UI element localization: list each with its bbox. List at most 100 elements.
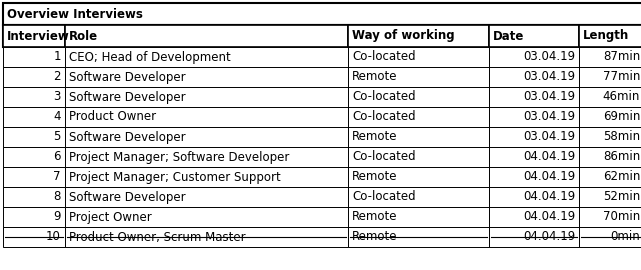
Text: 03.04.19: 03.04.19: [523, 110, 575, 123]
Bar: [3, 3, 641, 25]
Text: 1: 1: [53, 50, 61, 63]
Bar: [579, 107, 641, 127]
Text: 04.04.19: 04.04.19: [523, 211, 575, 224]
Text: 86min: 86min: [603, 150, 640, 164]
Bar: [65, 227, 348, 247]
Bar: [3, 47, 65, 67]
Bar: [579, 87, 641, 107]
Bar: [489, 187, 579, 207]
Bar: [3, 25, 641, 47]
Bar: [3, 167, 65, 187]
Text: 03.04.19: 03.04.19: [523, 50, 575, 63]
Text: Software Developer: Software Developer: [69, 90, 186, 103]
Text: Co-located: Co-located: [352, 110, 415, 123]
Bar: [489, 25, 579, 47]
Text: 10: 10: [46, 231, 61, 244]
Text: Way of working: Way of working: [352, 29, 454, 42]
Bar: [348, 207, 489, 227]
Text: 03.04.19: 03.04.19: [523, 70, 575, 83]
Bar: [348, 187, 489, 207]
Text: 04.04.19: 04.04.19: [523, 150, 575, 164]
Bar: [489, 207, 579, 227]
Text: 77min: 77min: [603, 70, 640, 83]
Bar: [348, 167, 489, 187]
Text: Remote: Remote: [352, 130, 397, 143]
Bar: [348, 67, 489, 87]
Bar: [579, 127, 641, 147]
Text: 03.04.19: 03.04.19: [523, 130, 575, 143]
Text: Project Owner: Project Owner: [69, 211, 152, 224]
Bar: [489, 127, 579, 147]
Text: Remote: Remote: [352, 211, 397, 224]
Bar: [65, 87, 348, 107]
Bar: [579, 147, 641, 167]
Text: 69min: 69min: [603, 110, 640, 123]
Text: Co-located: Co-located: [352, 90, 415, 103]
Text: Software Developer: Software Developer: [69, 70, 186, 83]
Bar: [348, 25, 489, 47]
Text: 52min: 52min: [603, 191, 640, 204]
Bar: [348, 87, 489, 107]
Bar: [65, 107, 348, 127]
Bar: [489, 67, 579, 87]
Text: 04.04.19: 04.04.19: [523, 191, 575, 204]
Bar: [489, 47, 579, 67]
Text: 3: 3: [54, 90, 61, 103]
Bar: [348, 147, 489, 167]
Bar: [579, 67, 641, 87]
Text: 62min: 62min: [603, 170, 640, 184]
Bar: [65, 47, 348, 67]
Text: 0min: 0min: [610, 231, 640, 244]
Text: 8: 8: [54, 191, 61, 204]
Text: Project Manager; Software Developer: Project Manager; Software Developer: [69, 150, 289, 164]
Text: Co-located: Co-located: [352, 150, 415, 164]
Text: Interview: Interview: [7, 29, 70, 42]
Text: Software Developer: Software Developer: [69, 191, 186, 204]
Text: 87min: 87min: [603, 50, 640, 63]
Text: Software Developer: Software Developer: [69, 130, 186, 143]
Bar: [348, 227, 489, 247]
Bar: [579, 227, 641, 247]
Bar: [3, 227, 65, 247]
Bar: [579, 47, 641, 67]
Bar: [65, 207, 348, 227]
Text: Remote: Remote: [352, 170, 397, 184]
Text: Product Owner, Scrum Master: Product Owner, Scrum Master: [69, 231, 246, 244]
Bar: [65, 25, 348, 47]
Text: Co-located: Co-located: [352, 191, 415, 204]
Bar: [348, 127, 489, 147]
Bar: [3, 207, 65, 227]
Text: 4: 4: [53, 110, 61, 123]
Text: Remote: Remote: [352, 70, 397, 83]
Text: 46min: 46min: [603, 90, 640, 103]
Bar: [65, 67, 348, 87]
Bar: [3, 87, 65, 107]
Bar: [489, 227, 579, 247]
Text: 04.04.19: 04.04.19: [523, 231, 575, 244]
Bar: [3, 67, 65, 87]
Bar: [3, 127, 65, 147]
Bar: [65, 127, 348, 147]
Text: Co-located: Co-located: [352, 50, 415, 63]
Text: Date: Date: [493, 29, 524, 42]
Text: Remote: Remote: [352, 231, 397, 244]
Bar: [3, 147, 65, 167]
Bar: [489, 147, 579, 167]
Bar: [489, 87, 579, 107]
Bar: [489, 107, 579, 127]
Bar: [579, 187, 641, 207]
Text: 2: 2: [53, 70, 61, 83]
Text: 58min: 58min: [603, 130, 640, 143]
Bar: [65, 147, 348, 167]
Text: CEO; Head of Development: CEO; Head of Development: [69, 50, 231, 63]
Bar: [348, 47, 489, 67]
Bar: [3, 187, 65, 207]
Text: 6: 6: [53, 150, 61, 164]
Text: Role: Role: [69, 29, 98, 42]
Text: Length: Length: [583, 29, 629, 42]
Text: Project Manager; Customer Support: Project Manager; Customer Support: [69, 170, 281, 184]
Bar: [3, 107, 65, 127]
Text: 04.04.19: 04.04.19: [523, 170, 575, 184]
Bar: [579, 25, 641, 47]
Text: 9: 9: [53, 211, 61, 224]
